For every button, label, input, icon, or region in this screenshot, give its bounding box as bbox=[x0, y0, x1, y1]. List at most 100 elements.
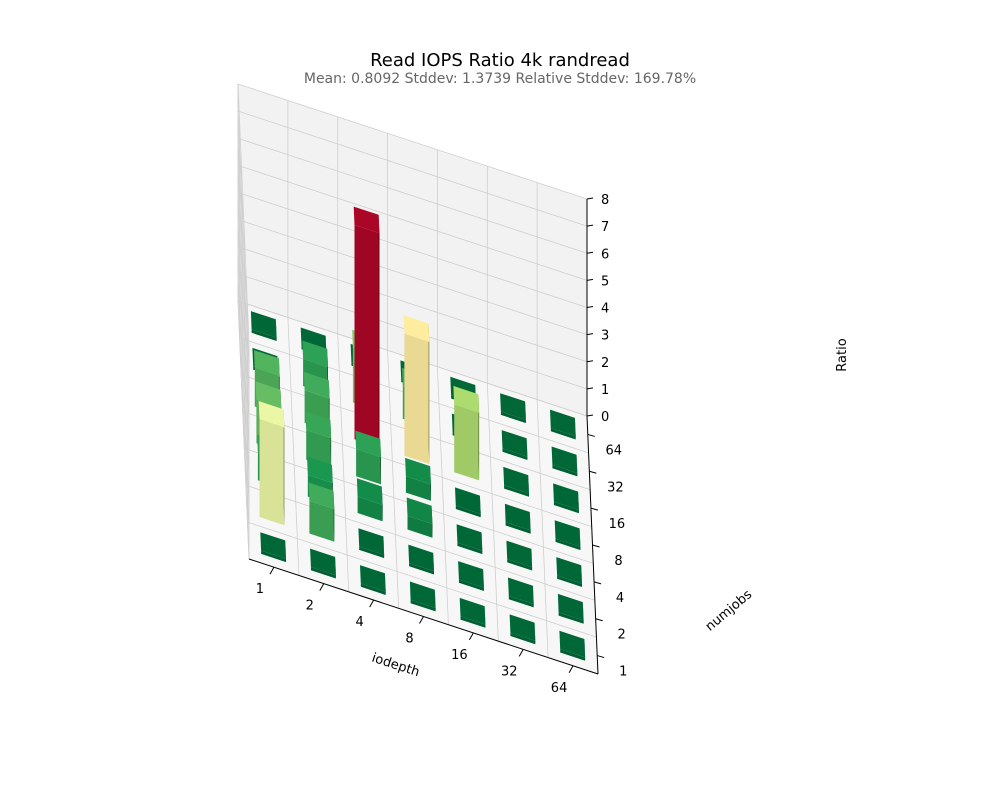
bar-face bbox=[260, 532, 286, 559]
bar-face bbox=[507, 559, 533, 571]
z-tick bbox=[586, 278, 594, 281]
chart-title: Read IOPS Ratio 4k randread bbox=[370, 50, 630, 71]
bar-face bbox=[409, 563, 434, 575]
y-tick-label: 16 bbox=[609, 517, 626, 532]
grid-line bbox=[237, 300, 588, 560]
bar-face bbox=[310, 548, 336, 576]
bar-face bbox=[551, 446, 578, 474]
bar-face bbox=[505, 522, 531, 534]
z-tick bbox=[586, 414, 594, 417]
bar-face bbox=[455, 487, 481, 514]
bar bbox=[250, 311, 277, 341]
z-tick bbox=[586, 306, 594, 308]
grid-line bbox=[237, 137, 588, 397]
bar-face bbox=[500, 411, 526, 424]
bar bbox=[554, 520, 581, 551]
x-tick bbox=[319, 583, 325, 591]
bar-face bbox=[409, 581, 436, 609]
bar-face bbox=[454, 404, 480, 481]
z-tick-label: 8 bbox=[601, 193, 609, 208]
bar-face bbox=[356, 478, 383, 505]
bar-face bbox=[458, 579, 484, 591]
bar-face bbox=[552, 464, 578, 477]
bar-face bbox=[508, 577, 534, 605]
bar bbox=[509, 614, 536, 645]
bar bbox=[503, 466, 529, 497]
y-tick-label: 8 bbox=[614, 554, 622, 569]
bar bbox=[500, 393, 526, 424]
z-axis-label: Ratio bbox=[835, 338, 850, 371]
y-tick bbox=[589, 470, 597, 474]
bar-face bbox=[357, 496, 383, 522]
bar-face bbox=[553, 483, 579, 510]
bar-face bbox=[309, 500, 335, 542]
bar bbox=[408, 544, 434, 575]
bar-face bbox=[503, 466, 529, 494]
z-tick-label: 1 bbox=[601, 383, 609, 398]
bar bbox=[556, 557, 582, 587]
x-tick-label: 64 bbox=[551, 681, 568, 696]
bar-face bbox=[410, 599, 436, 612]
bar-face bbox=[255, 381, 282, 409]
bar-face bbox=[557, 575, 582, 587]
z-tick bbox=[586, 224, 594, 227]
bar bbox=[459, 597, 486, 628]
bar bbox=[550, 409, 576, 440]
x-tick bbox=[369, 599, 375, 608]
bar bbox=[458, 561, 484, 591]
bar-face bbox=[283, 409, 285, 526]
bar-face bbox=[550, 428, 576, 440]
y-tick-label: 32 bbox=[607, 480, 624, 495]
bar-face bbox=[478, 394, 480, 481]
y-tick bbox=[593, 581, 602, 585]
grid-line bbox=[237, 246, 588, 505]
bar-face bbox=[504, 503, 531, 531]
bar-face bbox=[258, 401, 285, 428]
bar-face bbox=[428, 323, 430, 464]
bar-face bbox=[360, 583, 386, 595]
chart-subtitle: Mean: 0.8092 Stddev: 1.3739 Relative Std… bbox=[303, 71, 697, 87]
bar bbox=[406, 497, 433, 538]
z-tick bbox=[586, 387, 594, 390]
bar-face bbox=[558, 612, 584, 624]
y-tick-label: 4 bbox=[616, 591, 624, 606]
x-tick-label: 1 bbox=[256, 582, 264, 597]
bar-face bbox=[555, 538, 581, 551]
grid-line bbox=[237, 110, 588, 370]
bar-face bbox=[261, 550, 286, 563]
bar-face bbox=[502, 448, 528, 460]
bar-face bbox=[459, 597, 486, 625]
bar-face bbox=[405, 476, 431, 501]
z-tick-label: 0 bbox=[601, 410, 609, 425]
bar-face bbox=[550, 409, 576, 437]
bar bbox=[504, 503, 531, 534]
z-tick bbox=[586, 360, 594, 363]
bar-face bbox=[508, 595, 534, 608]
bar bbox=[557, 593, 584, 624]
bar-face bbox=[404, 333, 430, 464]
bars bbox=[250, 206, 586, 661]
bar-face bbox=[510, 632, 536, 645]
z-tick-label: 2 bbox=[601, 356, 609, 371]
bar-face bbox=[406, 497, 433, 525]
z-tick bbox=[586, 251, 594, 254]
bar bbox=[501, 430, 528, 460]
y-tick bbox=[590, 507, 599, 511]
z-tick-label: 6 bbox=[601, 247, 609, 262]
bar bbox=[358, 528, 385, 559]
bar-face bbox=[457, 542, 483, 555]
x-tick-label: 32 bbox=[501, 664, 518, 679]
z-tick-label: 5 bbox=[601, 274, 609, 289]
bar-face bbox=[360, 565, 386, 592]
bar-face bbox=[500, 393, 526, 420]
bar bbox=[456, 524, 483, 555]
bar-face bbox=[560, 649, 586, 661]
grid-line bbox=[237, 273, 588, 532]
y-tick bbox=[592, 544, 600, 548]
z-tick bbox=[586, 333, 594, 336]
bar-face bbox=[455, 505, 481, 518]
bar bbox=[308, 482, 335, 542]
x-tick-label: 2 bbox=[306, 599, 314, 614]
grid-line bbox=[237, 164, 588, 424]
